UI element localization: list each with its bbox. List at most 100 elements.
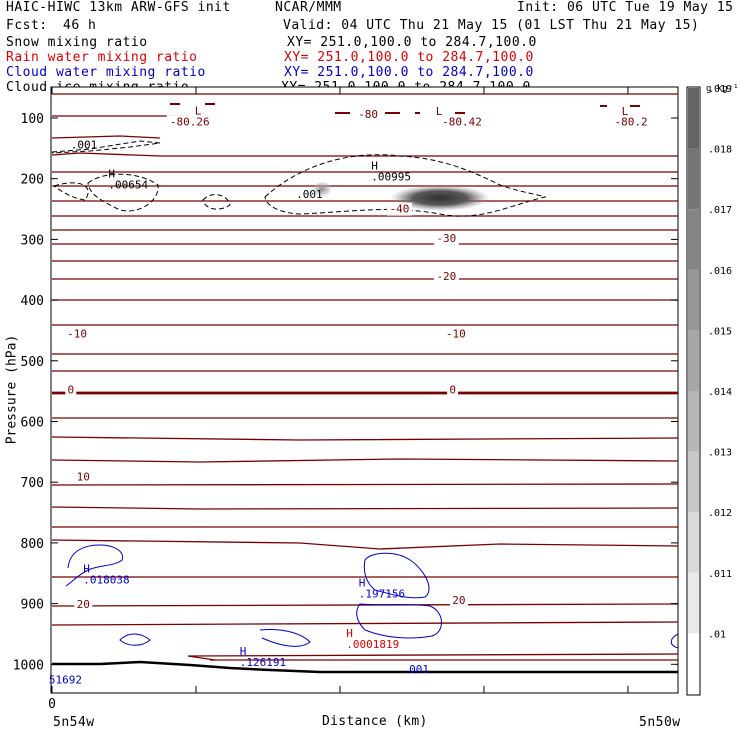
y-tick-label: 200 xyxy=(21,173,44,188)
temp-label-bg xyxy=(65,383,77,397)
temp-contour-label: -80.42 xyxy=(442,115,482,128)
high-marker: H xyxy=(108,167,115,180)
extremum-value: .197156 xyxy=(359,588,405,601)
colorbar-segment xyxy=(688,209,699,270)
temp-contour-label: -80.2 xyxy=(614,115,647,128)
colorbar-tick-label: .013 xyxy=(708,448,732,459)
init-time: Init: 06 UTC Tue 19 May 15 xyxy=(517,0,734,15)
legend-cloud-water-xy: XY= 251.0,100.0 to 284.7,100.0 xyxy=(284,65,534,80)
temp-label-bg xyxy=(74,470,93,484)
plot-frame xyxy=(50,86,679,694)
x-axis-label: Distance (km) xyxy=(322,714,428,729)
temp-contour-label: -80 xyxy=(358,108,378,121)
colorbar-tick-label: .017 xyxy=(708,205,732,216)
y-tick-label: 400 xyxy=(21,294,44,309)
colorbar-segment xyxy=(688,148,699,210)
high-marker: H xyxy=(371,160,378,173)
temp-label-bg xyxy=(386,202,412,216)
temp-label-bg xyxy=(447,383,459,397)
high-marker: H xyxy=(359,577,366,590)
legend-rain-xy: XY= 251.0,100.0 to 284.7,100.0 xyxy=(284,50,534,65)
colorbar-tick-label: .012 xyxy=(708,508,732,519)
ice-contours xyxy=(51,140,547,217)
legend-snow: Snow mixing ratio xyxy=(6,35,148,50)
x-axis: 0 xyxy=(48,87,629,712)
temp-contour-label: 20 xyxy=(452,594,465,607)
low-marker: L xyxy=(436,105,443,118)
forecast-hours: 46 h xyxy=(63,18,97,33)
y-tick-label: 900 xyxy=(21,598,44,613)
legend-snow-xy: XY= 251.0,100.0 to 284.7,100.0 xyxy=(287,35,537,50)
y-tick-label: 300 xyxy=(21,233,44,248)
contour-labels: -80.26 -80 -80.42 -80.2 -40 -30 -20 -10 -10 0 0 10 2… xyxy=(49,104,651,687)
colorbar-segment xyxy=(688,330,699,391)
terrain-line xyxy=(52,660,678,674)
colorbar-tick-label: .014 xyxy=(708,387,732,398)
x-tick-label: 0 xyxy=(48,697,56,712)
colorbar-segment xyxy=(688,572,699,634)
temp-contour-label: -20 xyxy=(436,270,456,283)
low-marker: L xyxy=(622,105,629,118)
mixing-ratio-label: .001 xyxy=(71,138,98,151)
colorbar-segment xyxy=(688,451,699,513)
high-marker: H xyxy=(83,563,90,576)
mixing-ratio-label: .001 xyxy=(403,663,430,676)
colorbar-tick-label: .01 xyxy=(708,629,726,640)
colorbar-segment xyxy=(688,512,699,573)
temp-label-bg xyxy=(443,327,469,341)
temp-contour-label: -40 xyxy=(389,203,409,216)
legend-rain: Rain water mixing ratio xyxy=(6,50,198,65)
temp-label-bg xyxy=(433,270,459,284)
temp-contour-label: 0 xyxy=(67,384,74,397)
temp-label-bg xyxy=(74,597,93,611)
temp-label-bg xyxy=(64,327,90,341)
y-tick-label: 700 xyxy=(21,476,44,491)
y-tick-label: 500 xyxy=(21,355,44,370)
colorbar-segment xyxy=(688,88,699,149)
extremum-value: .00654 xyxy=(108,178,148,191)
temp-contour-label: 0 xyxy=(449,384,456,397)
colorbar-tick-label: .016 xyxy=(708,266,732,277)
high-marker: H xyxy=(240,645,247,658)
ice-shading xyxy=(313,182,490,211)
temp-contour-label: 20 xyxy=(77,598,90,611)
temp-label-bg xyxy=(166,115,213,129)
l-marker-dashes xyxy=(170,103,640,114)
low-marker: L xyxy=(195,104,202,117)
x-start-label: 5n54w xyxy=(53,715,95,730)
forecast-label: Fcst: xyxy=(6,18,48,33)
colorbar: .01 .011 .012 .013 .014 .015 .016 .017 .018 .019 xyxy=(686,84,732,696)
colorbar-tick-label: .018 xyxy=(708,145,732,156)
plot-title: HAIC-HIWC 13km ARW-GFS init xyxy=(6,0,231,15)
extremum-value: .00995 xyxy=(371,171,411,184)
extremum-value: .0001819 xyxy=(346,638,399,651)
mixing-ratio-label: .001 xyxy=(296,188,323,201)
y-tick-label: 600 xyxy=(21,416,44,431)
temp-contour-label: -80.26 xyxy=(170,115,210,128)
colorbar-segment xyxy=(688,633,699,694)
temp-label-bg xyxy=(433,231,459,245)
x-end-label: 5n50w xyxy=(639,715,681,730)
cloud-water-contours xyxy=(65,544,679,649)
temp-label-bg xyxy=(449,594,468,608)
colorbar-tick-label: .011 xyxy=(708,569,732,580)
y-tick-label: 1000 xyxy=(13,658,44,673)
colorbar-tick-label: .019 xyxy=(708,84,732,95)
temp-contour-label: -10 xyxy=(67,328,87,341)
mixing-ratio-label: 51692 xyxy=(49,674,82,687)
legend-cloud-water: Cloud water mixing ratio xyxy=(6,65,206,80)
colorbar-tick-label: .015 xyxy=(708,326,732,337)
organization-label: NCAR/MMM xyxy=(275,0,342,15)
temp-contour-label: -30 xyxy=(436,232,456,245)
temp-contour-label: -10 xyxy=(446,328,466,341)
y-axis-label: Pressure (hPa) xyxy=(4,334,20,445)
y-tick-label: 800 xyxy=(21,537,44,552)
colorbar-segment xyxy=(688,391,699,452)
extremum-value: .126191 xyxy=(240,656,286,669)
extremum-value: .018038 xyxy=(83,574,129,587)
colorbar-units: g kg⁻¹ xyxy=(706,84,739,94)
colorbar-segment xyxy=(688,269,699,331)
temp-label-bg xyxy=(611,115,651,129)
